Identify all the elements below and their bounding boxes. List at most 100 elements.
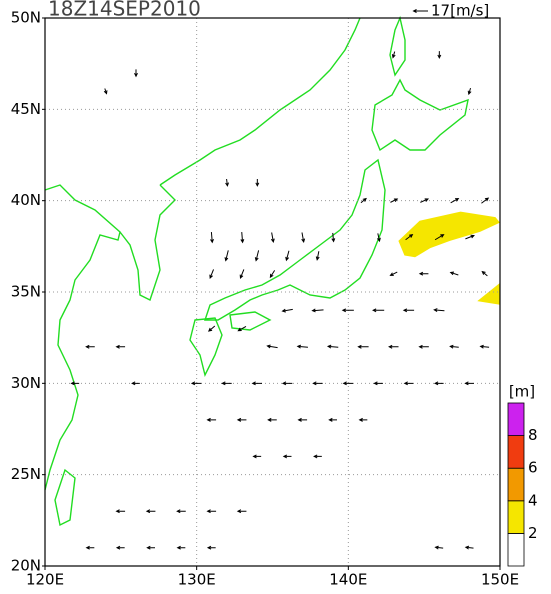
wind-vector-shape [449, 344, 459, 349]
wind-vector [373, 381, 383, 386]
wind-vector [210, 232, 214, 244]
wind-vector-shape [312, 381, 323, 386]
wind-vector [331, 232, 336, 243]
colorbar-swatch [507, 533, 525, 567]
wind-vector-shape [464, 381, 474, 386]
colorbar-label: 8 [528, 426, 538, 444]
wind-vector [437, 51, 442, 60]
wind-vector-shape [313, 454, 322, 459]
y-tick-label: 35N [11, 283, 41, 301]
wind-vector-shape [269, 270, 276, 279]
colorbar-swatch [507, 500, 525, 534]
coastline-kyushu [189, 317, 223, 378]
wind-vector-shape [254, 250, 260, 262]
wind-vector [433, 381, 444, 386]
wind-vector-shape [479, 344, 490, 349]
wind-vector-shape [267, 417, 277, 422]
wind-vector [389, 271, 398, 276]
wave-region [477, 282, 500, 305]
wind-vector [103, 88, 108, 95]
wind-vector-shape [176, 545, 186, 550]
wind-vector-shape [85, 545, 95, 550]
y-tick-label: 25N [11, 465, 41, 483]
wind-vector [176, 509, 186, 514]
wind-vector-shape [221, 381, 232, 386]
wind-vector [115, 545, 125, 550]
coastline-russia [159, 17, 361, 186]
wind-vector-shape [434, 545, 444, 550]
wind-vector [464, 545, 474, 550]
wind-vector [328, 417, 337, 422]
wind-vector-shape [70, 381, 80, 386]
wind-vector [254, 250, 260, 262]
wind-vector [434, 545, 444, 550]
wind-vector [176, 545, 186, 550]
wind-vector [70, 381, 80, 386]
wind-vector-shape [434, 234, 445, 241]
coastline-shikoku [229, 311, 272, 331]
wind-vector [481, 197, 490, 204]
wind-vector-shape [206, 417, 217, 422]
wave-regions [398, 211, 500, 305]
wind-vector-shape [358, 417, 368, 422]
reference-vector-label: 17[m/s] [431, 2, 489, 20]
colorbar-unit: [m] [509, 383, 535, 401]
wind-vector [377, 233, 381, 243]
wind-vector [285, 250, 290, 262]
wind-vector [360, 197, 367, 204]
wind-vector-shape [403, 381, 414, 386]
wind-vector-shape [208, 325, 216, 332]
wind-vector [341, 308, 354, 313]
wind-vector-shape [420, 198, 430, 203]
wind-vector-shape [391, 51, 396, 59]
wind-vector-shape [252, 454, 262, 459]
wind-vector [131, 381, 140, 386]
wind-vector-shape [85, 344, 95, 349]
wind-vector [464, 381, 474, 386]
wind-vector-shape [270, 232, 275, 243]
wind-vector-shape [481, 197, 490, 204]
wind-vector-shape [266, 344, 278, 349]
wind-vector-shape [433, 308, 445, 313]
wind-vector-shape [296, 344, 308, 349]
wind-vector-shape [301, 232, 306, 243]
wind-vector-shape [237, 325, 247, 332]
wind-vector [281, 308, 293, 313]
wind-vector-shape [326, 344, 339, 349]
wind-vector [402, 308, 415, 313]
wind-vector-shape [405, 233, 414, 241]
wind-vector-shape [131, 381, 140, 386]
wind-vector [206, 545, 216, 550]
wind-vector [372, 308, 385, 313]
wind-vector [208, 325, 216, 332]
wind-vector-shape [225, 178, 230, 187]
wind-vector-shape [315, 251, 320, 261]
wind-vector [251, 381, 263, 386]
wind-vector-shape [134, 69, 138, 78]
wind-vector [134, 69, 138, 78]
wind-vector-shape [389, 271, 398, 276]
reference-vector-shape [412, 9, 428, 13]
wind-vector-shape [236, 509, 247, 514]
wind-vector-shape [402, 308, 415, 313]
wind-vector-shape [377, 233, 381, 243]
colorbar-label: 6 [528, 459, 538, 477]
wind-vector [115, 509, 126, 514]
wind-vector-shape [285, 250, 290, 262]
wind-vector [449, 271, 459, 276]
coastline-sakhalin [389, 15, 406, 77]
wind-vector-shape [467, 87, 472, 96]
wind-vector [266, 344, 278, 349]
wind-vector [434, 234, 445, 241]
wind-vector [467, 87, 472, 96]
x-tick-label: 140E [329, 571, 367, 589]
wind-vector-shape [297, 417, 308, 422]
wind-vector-shape [209, 269, 214, 280]
wind-vector [357, 344, 369, 349]
wind-vector-shape [328, 417, 337, 422]
wind-vector-shape [360, 197, 367, 204]
wind-vector [240, 232, 245, 244]
reference-vector [412, 9, 428, 13]
wind-vector-shape [115, 344, 126, 349]
